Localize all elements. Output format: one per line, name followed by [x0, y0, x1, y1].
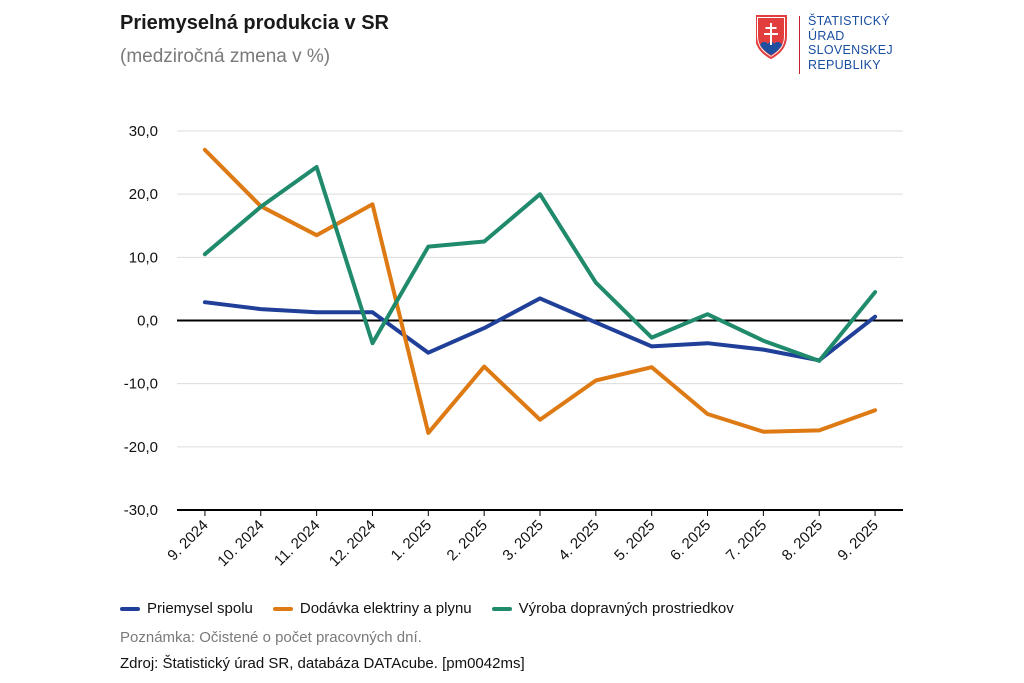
- legend-swatch: [272, 606, 293, 611]
- x-tick-label: 8. 2025: [779, 517, 826, 564]
- legend-label: Priemysel spolu: [147, 600, 253, 617]
- chart-subtitle: (medziročná zmena v %): [120, 46, 331, 67]
- x-tick-label: 4. 2025: [555, 517, 602, 564]
- chart-source: Zdroj: Štatistický úrad SR, databáza DAT…: [120, 655, 525, 672]
- y-tick-label: 10,0: [129, 249, 158, 266]
- y-tick-label: 30,0: [129, 123, 158, 140]
- x-tick-label: 2. 2025: [444, 517, 491, 564]
- y-tick-label: 20,0: [129, 186, 158, 203]
- y-tick-label: 0,0: [137, 313, 158, 330]
- x-tick-label: 5. 2025: [611, 517, 658, 564]
- office-name-line: REPUBLIKY: [808, 57, 881, 72]
- office-name-line: SLOVENSKEJ: [808, 43, 893, 57]
- legend-item: Priemysel spolu: [120, 600, 253, 617]
- x-tick-label: 10. 2024: [214, 517, 267, 570]
- office-name-line: ŠTATISTICKÝ: [808, 14, 891, 28]
- chart-title: Priemyselná produkcia v SR: [120, 12, 390, 34]
- office-name-line: ÚRAD: [808, 28, 845, 43]
- x-tick-label: 9. 2024: [164, 517, 211, 564]
- x-tick-label: 6. 2025: [667, 517, 714, 564]
- chart-legend: Priemysel spolu Dodávka elektriny a plyn…: [120, 600, 734, 617]
- legend-swatch: [491, 606, 512, 611]
- legend-item: Dodávka elektriny a plynu: [272, 600, 472, 617]
- x-tick-label: 1. 2025: [388, 517, 435, 564]
- office-logo-icon: [756, 15, 787, 60]
- legend-item: Výroba dopravných prostriedkov: [491, 600, 734, 617]
- x-tick-label: 7. 2025: [723, 517, 770, 564]
- legend-label: Výroba dopravných prostriedkov: [518, 600, 734, 617]
- office-name: ŠTATISTICKÝ ÚRAD SLOVENSKEJ REPUBLIKY: [808, 14, 893, 72]
- series-line: [202, 296, 878, 363]
- series-line: [202, 165, 878, 363]
- x-tick-label: 3. 2025: [499, 517, 546, 564]
- x-tick-label: 11. 2024: [271, 517, 324, 570]
- chart-note: Poznámka: Očistené o počet pracovných dn…: [120, 629, 422, 646]
- x-tick-label: 12. 2024: [326, 517, 379, 570]
- x-tick-label: 9. 2025: [834, 517, 881, 564]
- y-tick-label: -30,0: [124, 502, 158, 519]
- logo-divider: [799, 16, 800, 74]
- y-tick-label: -20,0: [124, 439, 158, 456]
- legend-label: Dodávka elektriny a plynu: [299, 600, 472, 617]
- legend-swatch: [120, 606, 140, 611]
- y-tick-label: -10,0: [124, 376, 158, 393]
